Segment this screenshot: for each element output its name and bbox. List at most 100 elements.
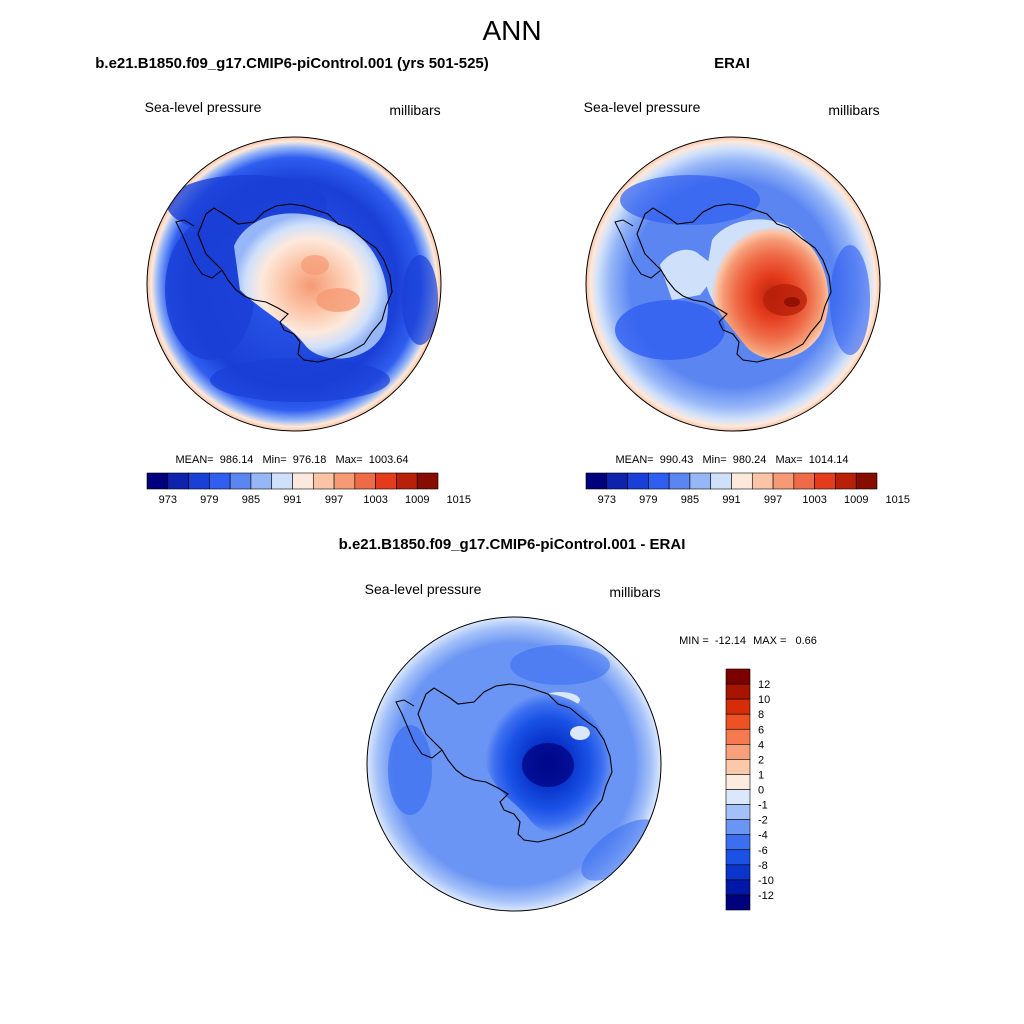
colorbar-swatch: [725, 849, 751, 866]
colorbar-swatch: [725, 728, 751, 745]
panel-1-map-border: [146, 136, 442, 432]
colorbar-tick-label: -2: [758, 815, 768, 827]
colorbar-tick-label: -1: [758, 800, 768, 812]
colorbar-swatch: [271, 472, 293, 490]
panel-3-units-label: millibars: [609, 584, 660, 600]
colorbar-swatch: [725, 879, 751, 896]
panel-1-variable-label: Sea-level pressure: [145, 99, 262, 115]
colorbar-swatch: [814, 472, 836, 490]
colorbar-tick-label: -4: [758, 830, 768, 842]
panel-1-min-label: Min=: [263, 454, 287, 466]
colorbar-swatch: [333, 472, 356, 490]
colorbar-swatch: [710, 472, 732, 490]
colorbar-swatch: [793, 472, 815, 490]
colorbar-swatch: [725, 668, 751, 685]
colorbar-swatch: [725, 744, 751, 760]
colorbar-swatch: [375, 472, 397, 490]
colorbar-swatch: [725, 789, 751, 805]
colorbar-swatch: [627, 472, 649, 490]
colorbar-swatch: [751, 472, 774, 490]
panel-1-title: b.e21.B1850.f09_g17.CMIP6-piControl.001 …: [95, 55, 489, 72]
panel-2-stats: MEAN= 990.43 Min= 980.24 Max= 1014.14: [616, 454, 849, 466]
colorbar-swatch: [689, 472, 712, 490]
panel-3-max-label: MAX =: [753, 635, 786, 647]
colorbar-tick-label: 991: [722, 494, 740, 506]
colorbar-tick-label: 991: [283, 494, 301, 506]
colorbar-tick-label: 1015: [886, 494, 910, 506]
colorbar-swatch: [725, 819, 751, 835]
panel-2-map-border: [585, 136, 881, 432]
panel-2-title: ERAI: [714, 55, 750, 72]
colorbar-swatch: [292, 472, 314, 490]
colorbar-swatch: [250, 472, 273, 490]
colorbar-tick-label: 1003: [363, 494, 387, 506]
panel-obs: ERAI Sea-level pressure millibars MEAN= …: [584, 55, 910, 506]
panel-2-mean-label: MEAN=: [616, 454, 654, 466]
colorbar-swatch: [835, 472, 857, 490]
colorbar-swatch: [725, 804, 751, 820]
panel-1-map: [147, 137, 441, 431]
svg-text:MEAN= 986.14 M: MEAN= 986.14 Min= 976.18 Max= 1003.64: [176, 454, 409, 466]
panel-1-max-value: 1003.64: [369, 454, 409, 466]
panel-2-variable-label: Sea-level pressure: [584, 99, 701, 115]
panel-1-mean-value: 986.14: [220, 454, 254, 466]
colorbar-tick-label: -10: [758, 875, 774, 887]
colorbar-swatch: [585, 472, 608, 490]
colorbar-tick-label: 997: [764, 494, 782, 506]
panel-2-max-value: 1014.14: [809, 454, 849, 466]
colorbar-swatch: [229, 472, 252, 490]
panel-1-min-value: 976.18: [293, 454, 327, 466]
panel-diff: b.e21.B1850.f09_g17.CMIP6-piControl.001 …: [339, 536, 817, 912]
panel-1-stats: MEAN= 986.14 Min= 976.18 Max= 1003.64: [176, 454, 409, 466]
colorbar-tick-label: 1009: [405, 494, 429, 506]
colorbar-swatch: [209, 472, 231, 490]
colorbar-swatch: [416, 472, 439, 490]
panel-1-max-label: Max=: [335, 454, 362, 466]
panel-3-stats: MIN = -12.14 MAX = 0.66: [679, 635, 817, 647]
panel-3-variable-label: Sea-level pressure: [365, 581, 482, 597]
colorbar-tick-label: 6: [758, 724, 764, 736]
colorbar-swatch: [648, 472, 670, 490]
colorbar-swatch: [188, 472, 210, 490]
colorbar-swatch: [772, 472, 795, 490]
colorbar-tick-label: -6: [758, 845, 768, 857]
panel-2-min-value: 980.24: [733, 454, 767, 466]
colorbar-tick-label: -8: [758, 860, 768, 872]
panel-2-map: [586, 137, 880, 431]
colorbar-tick-label: -12: [758, 890, 774, 902]
page-title: ANN: [482, 15, 541, 46]
colorbar-swatch: [167, 472, 189, 490]
colorbar-tick-label: 997: [325, 494, 343, 506]
colorbar-tick-label: 8: [758, 709, 764, 721]
colorbar-swatch: [668, 472, 691, 490]
colorbar-swatch: [725, 713, 751, 730]
colorbar-tick-label: 979: [200, 494, 218, 506]
colorbar-tick-label: 985: [681, 494, 699, 506]
colorbar-swatch: [396, 472, 418, 490]
colorbar-swatch: [312, 472, 335, 490]
colorbar-tick-label: 1003: [802, 494, 826, 506]
colorbar-tick-label: 985: [242, 494, 260, 506]
colorbar-tick-label: 979: [639, 494, 657, 506]
colorbar-swatch: [725, 683, 751, 700]
panel-2-units-label: millibars: [828, 102, 879, 118]
colorbar-tick-label: 4: [758, 739, 764, 751]
panel-3-map: [367, 617, 661, 911]
panel-1-units-label: millibars: [389, 102, 440, 118]
panel-2-min-label: Min=: [703, 454, 727, 466]
panel-2-max-label: Max=: [775, 454, 802, 466]
svg-text:MEAN= 990.43 M: MEAN= 990.43 Min= 980.24 Max= 1014.14: [616, 454, 849, 466]
colorbar-swatch: [146, 472, 169, 490]
panel-1-mean-label: MEAN=: [176, 454, 214, 466]
colorbar-tick-label: 2: [758, 754, 764, 766]
colorbar-tick-label: 973: [159, 494, 177, 506]
panel-2-mean-value: 990.43: [660, 454, 694, 466]
panel-3-min-label: MIN =: [679, 635, 709, 647]
colorbar-tick-label: 1: [758, 769, 764, 781]
panel-3-min-value: -12.14: [715, 635, 746, 647]
colorbar-tick-label: 1009: [844, 494, 868, 506]
colorbar-swatch: [725, 698, 751, 715]
colorbar-swatch: [725, 774, 751, 790]
